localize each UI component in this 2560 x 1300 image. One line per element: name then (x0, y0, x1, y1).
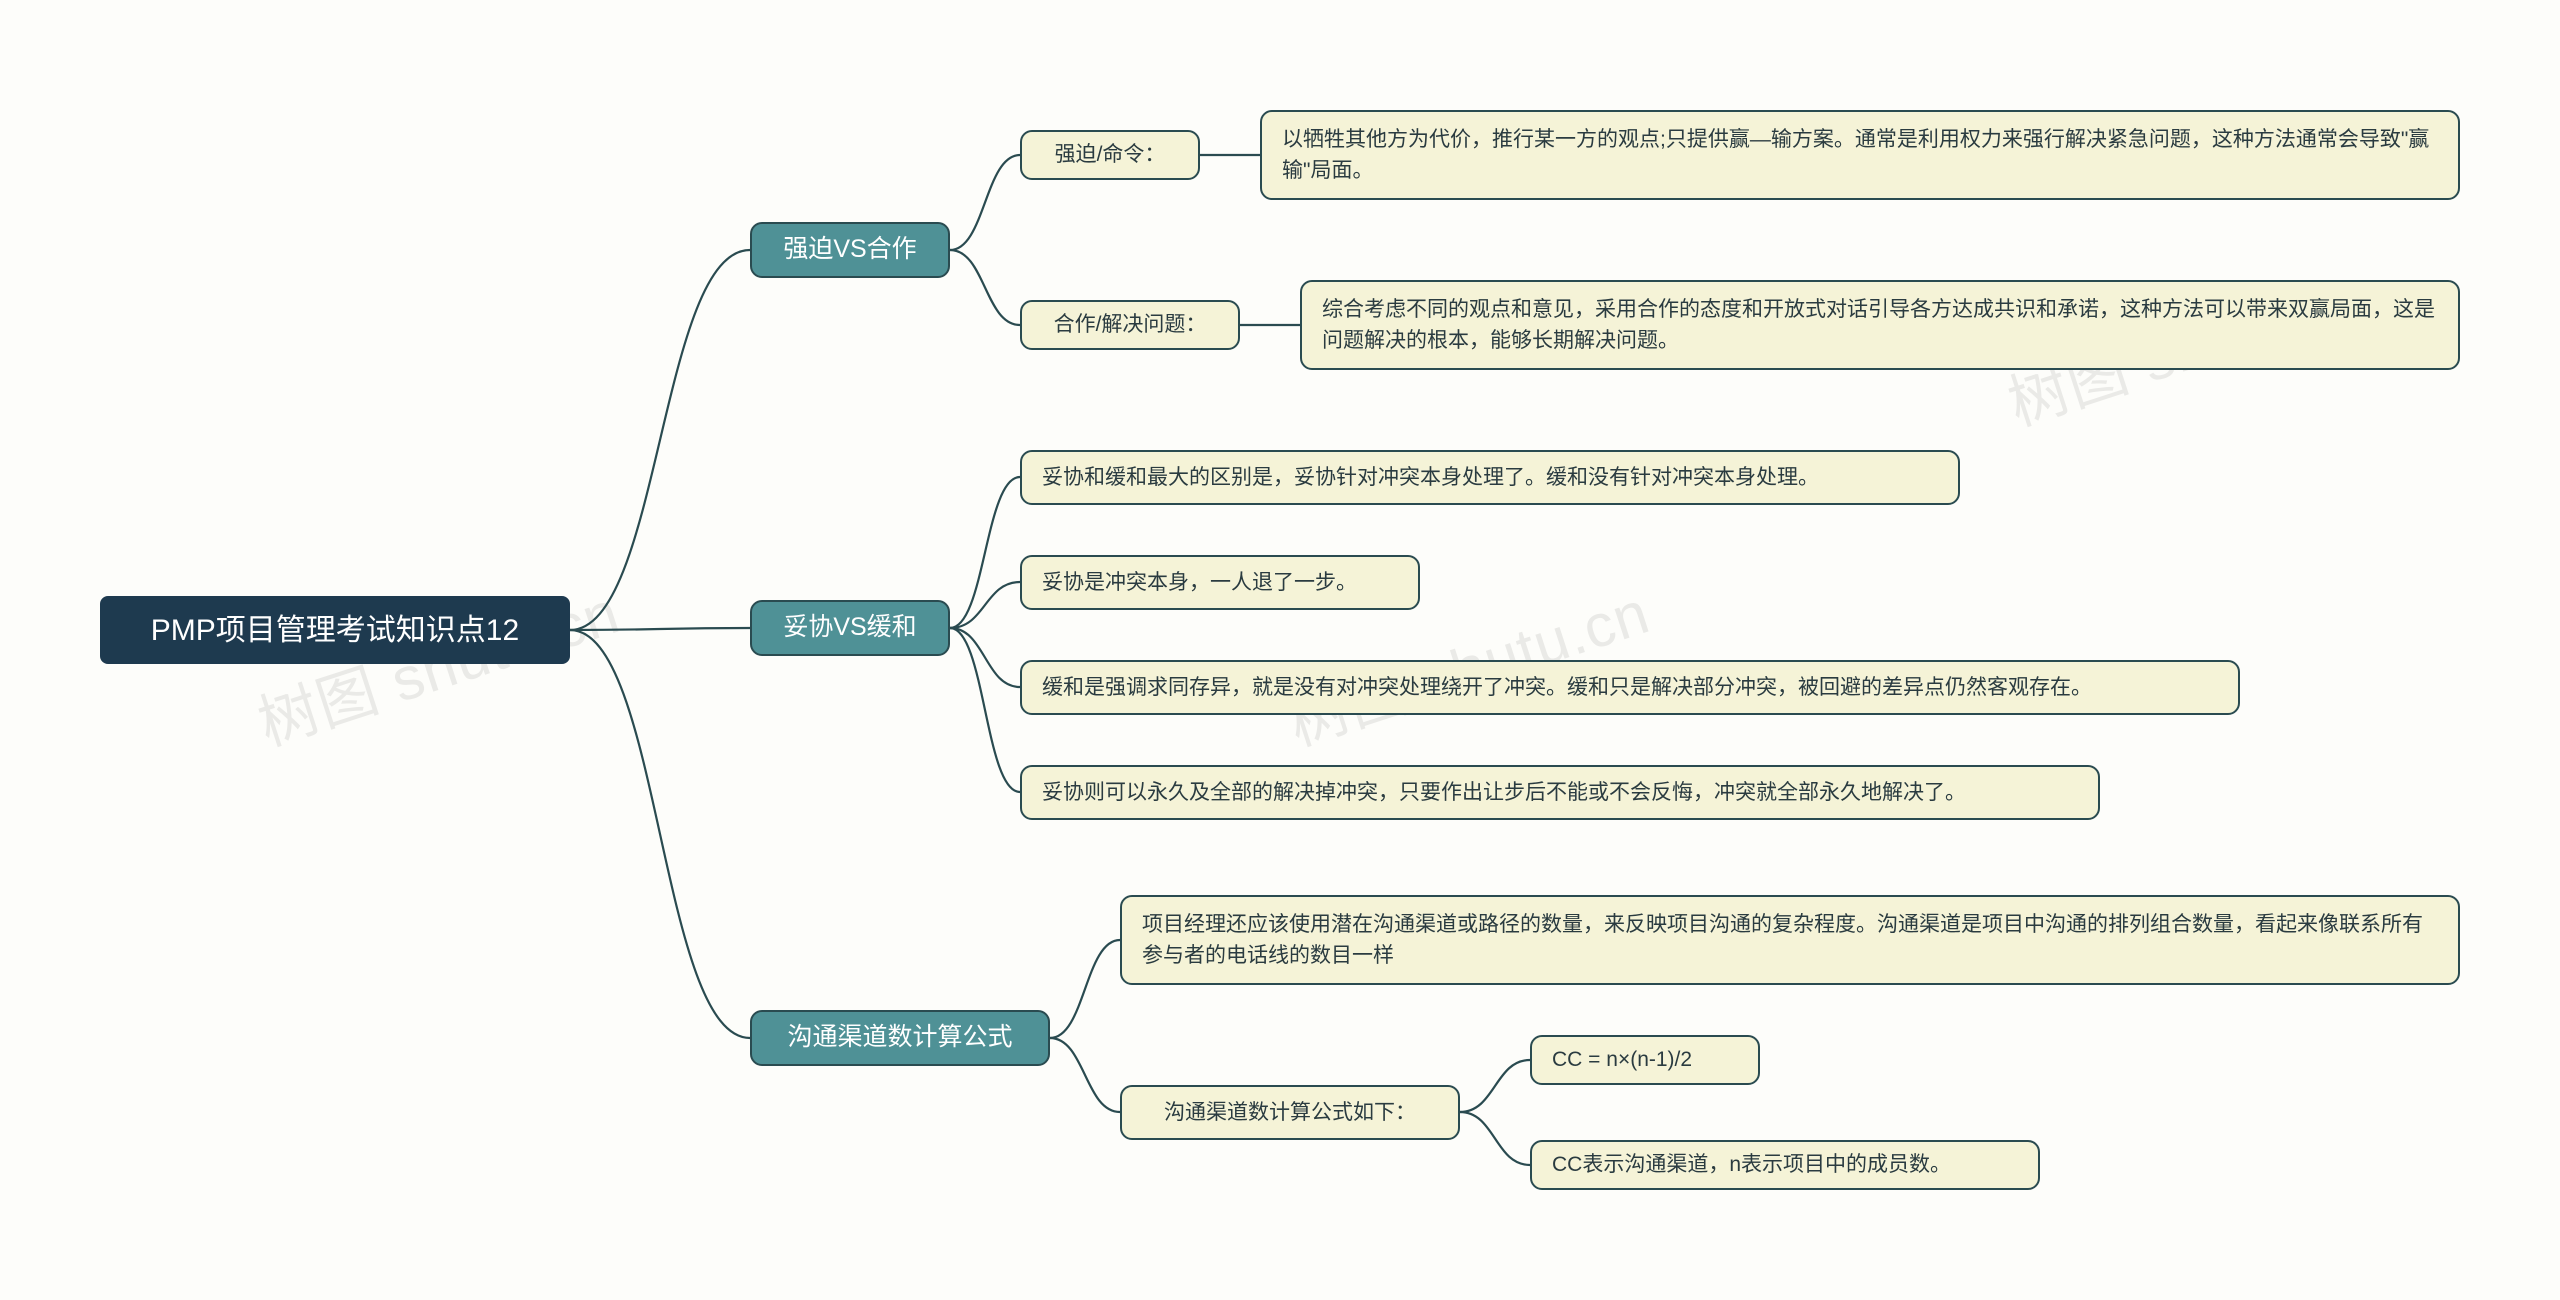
leaf-text: CC表示沟通渠道，n表示项目中的成员数。 (1552, 1149, 1951, 1181)
leaf-text: 妥协和缓和最大的区别是，妥协针对冲突本身处理了。缓和没有针对冲突本身处理。 (1042, 462, 1819, 494)
sub-node: 合作/解决问题： (1020, 300, 1240, 350)
branch-node: 强迫VS合作 (750, 222, 950, 278)
leaf-node: 妥协和缓和最大的区别是，妥协针对冲突本身处理了。缓和没有针对冲突本身处理。 (1020, 450, 1960, 505)
leaf-node: 妥协则可以永久及全部的解决掉冲突，只要作出让步后不能或不会反悔，冲突就全部永久地… (1020, 765, 2100, 820)
branch-node: 妥协VS缓和 (750, 600, 950, 656)
sub-node: 沟通渠道数计算公式如下： (1120, 1085, 1460, 1140)
branch-node: 沟通渠道数计算公式 (750, 1010, 1050, 1066)
leaf-text: 妥协是冲突本身，一人退了一步。 (1042, 567, 1357, 599)
sub-label: 沟通渠道数计算公式如下： (1164, 1097, 1416, 1129)
sub-node: 强迫/命令： (1020, 130, 1200, 180)
leaf-text: 妥协则可以永久及全部的解决掉冲突，只要作出让步后不能或不会反悔，冲突就全部永久地… (1042, 777, 1966, 809)
leaf-text: 项目经理还应该使用潜在沟通渠道或路径的数量，来反映项目沟通的复杂程度。沟通渠道是… (1142, 909, 2438, 972)
leaf-node: 妥协是冲突本身，一人退了一步。 (1020, 555, 1420, 610)
leaf-node: 以牺牲其他方为代价，推行某一方的观点;只提供赢—输方案。通常是利用权力来强行解决… (1260, 110, 2460, 200)
leaf-text: CC = n×(n-1)/2 (1552, 1044, 1692, 1076)
leaf-text: 缓和是强调求同存异，就是没有对冲突处理绕开了冲突。缓和只是解决部分冲突，被回避的… (1042, 672, 2092, 704)
leaf-node: 项目经理还应该使用潜在沟通渠道或路径的数量，来反映项目沟通的复杂程度。沟通渠道是… (1120, 895, 2460, 985)
leaf-node: CC = n×(n-1)/2 (1530, 1035, 1760, 1085)
leaf-text: 综合考虑不同的观点和意见，采用合作的态度和开放式对话引导各方达成共识和承诺，这种… (1322, 294, 2438, 357)
leaf-text: 以牺牲其他方为代价，推行某一方的观点;只提供赢—输方案。通常是利用权力来强行解决… (1282, 124, 2438, 187)
leaf-node: 缓和是强调求同存异，就是没有对冲突处理绕开了冲突。缓和只是解决部分冲突，被回避的… (1020, 660, 2240, 715)
branch-label: 沟通渠道数计算公式 (787, 1019, 1012, 1057)
leaf-node: 综合考虑不同的观点和意见，采用合作的态度和开放式对话引导各方达成共识和承诺，这种… (1300, 280, 2460, 370)
sub-label: 合作/解决问题： (1054, 309, 1207, 341)
branch-label: 强迫VS合作 (783, 231, 916, 269)
leaf-node: CC表示沟通渠道，n表示项目中的成员数。 (1530, 1140, 2040, 1190)
mindmap-root: PMP项目管理考试知识点12 (100, 596, 570, 664)
sub-label: 强迫/命令： (1055, 139, 1166, 171)
branch-label: 妥协VS缓和 (783, 609, 916, 647)
root-label: PMP项目管理考试知识点12 (151, 608, 519, 653)
